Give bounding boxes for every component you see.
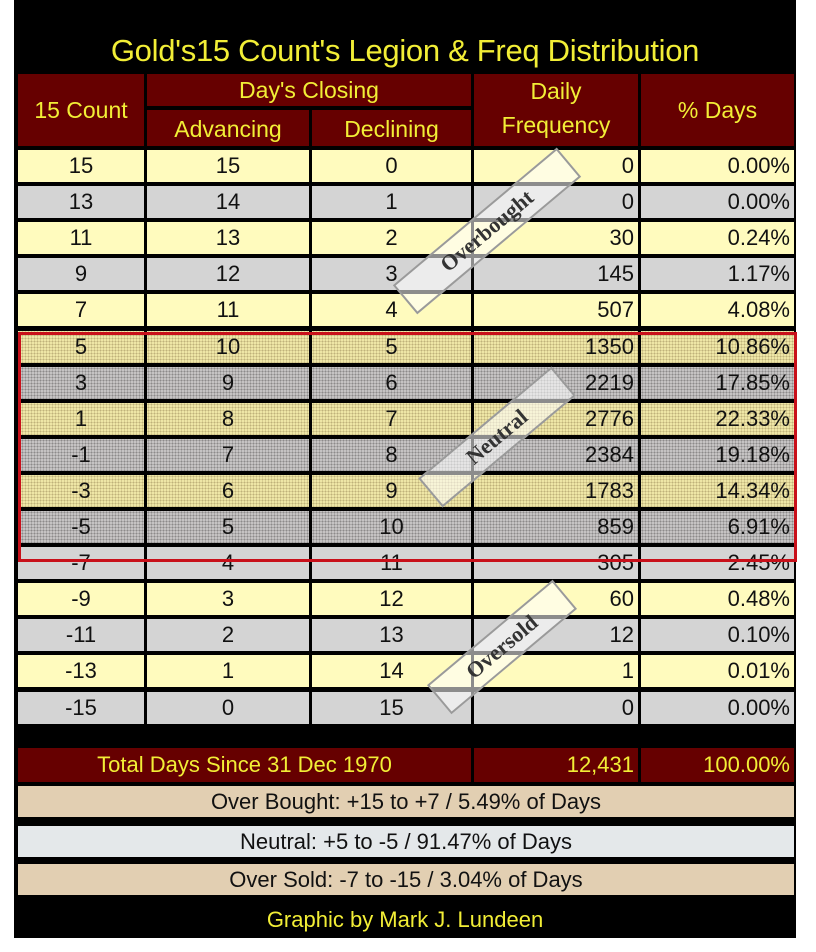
- cell-pct: 0.00%: [641, 150, 794, 182]
- cell-pct: 0.00%: [641, 692, 794, 724]
- cell-pct: 2.45%: [641, 547, 794, 579]
- cell-count: 9: [18, 258, 144, 290]
- cell-freq: 1350: [474, 331, 638, 363]
- header-count: 15 Count: [18, 74, 144, 146]
- cell-pct: 10.86%: [641, 331, 794, 363]
- cell-pct: 1.17%: [641, 258, 794, 290]
- total-frequency: 12,431: [474, 748, 638, 782]
- cell-freq: 305: [474, 547, 638, 579]
- cell-pct: 19.18%: [641, 439, 794, 471]
- cell-count: -15: [18, 692, 144, 724]
- cell-freq: 507: [474, 294, 638, 326]
- cell-count: 1: [18, 403, 144, 435]
- cell-adv: 11: [147, 294, 309, 326]
- cell-dec: 6: [312, 367, 471, 399]
- summary-oversold: Over Sold: -7 to -15 / 3.04% of Days: [18, 864, 794, 895]
- cell-freq: 859: [474, 511, 638, 543]
- table-row: 13 14 1 0 0.00%: [18, 186, 794, 218]
- cell-pct: 0.10%: [641, 619, 794, 651]
- summary-neutral: Neutral: +5 to -5 / 91.47% of Days: [18, 826, 794, 857]
- table-title: Gold's15 Count's Legion & Freq Distribut…: [110, 33, 700, 68]
- table-row: -1 7 8 2384 19.18%: [18, 439, 794, 471]
- table-row: 11 13 2 30 0.24%: [18, 222, 794, 254]
- cell-adv: 6: [147, 475, 309, 507]
- table-row: -3 6 9 1783 14.34%: [18, 475, 794, 507]
- cell-pct: 6.91%: [641, 511, 794, 543]
- cell-count: -7: [18, 547, 144, 579]
- cell-dec: 0: [312, 150, 471, 182]
- header-pct-days: % Days: [641, 74, 794, 146]
- cell-dec: 7: [312, 403, 471, 435]
- cell-dec: 4: [312, 294, 471, 326]
- table-row: 5 10 5 1350 10.86%: [18, 331, 794, 363]
- table-row: -7 4 11 305 2.45%: [18, 547, 794, 579]
- cell-dec: 13: [312, 619, 471, 651]
- table-row: 7 11 4 507 4.08%: [18, 294, 794, 326]
- cell-dec: 10: [312, 511, 471, 543]
- cell-dec: 5: [312, 331, 471, 363]
- cell-freq: 145: [474, 258, 638, 290]
- cell-adv: 8: [147, 403, 309, 435]
- table-row: 1 8 7 2776 22.33%: [18, 403, 794, 435]
- cell-adv: 5: [147, 511, 309, 543]
- cell-pct: 17.85%: [641, 367, 794, 399]
- cell-adv: 7: [147, 439, 309, 471]
- cell-adv: 13: [147, 222, 309, 254]
- cell-pct: 0.01%: [641, 655, 794, 687]
- header-daily: Daily: [530, 78, 582, 104]
- cell-dec: 11: [312, 547, 471, 579]
- header-declining: Declining: [312, 110, 471, 146]
- cell-adv: 2: [147, 619, 309, 651]
- cell-count: 11: [18, 222, 144, 254]
- table-row: -15 0 15 0 0.00%: [18, 692, 794, 724]
- table-row: -13 1 14 1 0.01%: [18, 655, 794, 687]
- cell-adv: 3: [147, 583, 309, 615]
- cell-adv: 1: [147, 655, 309, 687]
- cell-count: -5: [18, 511, 144, 543]
- summary-overbought: Over Bought: +15 to +7 / 5.49% of Days: [18, 786, 794, 817]
- cell-count: -1: [18, 439, 144, 471]
- cell-count: 5: [18, 331, 144, 363]
- cell-pct: 0.48%: [641, 583, 794, 615]
- cell-count: 7: [18, 294, 144, 326]
- table-row: -9 3 12 60 0.48%: [18, 583, 794, 615]
- cell-adv: 14: [147, 186, 309, 218]
- total-label: Total Days Since 31 Dec 1970: [18, 748, 471, 782]
- cell-count: -9: [18, 583, 144, 615]
- table-row: 15 15 0 0 0.00%: [18, 150, 794, 182]
- cell-count: 13: [18, 186, 144, 218]
- cell-pct: 22.33%: [641, 403, 794, 435]
- total-row: Total Days Since 31 Dec 1970 12,431 100.…: [18, 748, 794, 782]
- cell-adv: 9: [147, 367, 309, 399]
- cell-pct: 14.34%: [641, 475, 794, 507]
- cell-pct: 4.08%: [641, 294, 794, 326]
- header-advancing: Advancing: [147, 110, 309, 146]
- credit-line: Graphic by Mark J. Lundeen: [266, 907, 544, 932]
- cell-freq: 0: [474, 692, 638, 724]
- cell-count: -3: [18, 475, 144, 507]
- total-pct: 100.00%: [641, 748, 794, 782]
- table-row: 3 9 6 2219 17.85%: [18, 367, 794, 399]
- cell-count: -13: [18, 655, 144, 687]
- cell-count: 15: [18, 150, 144, 182]
- cell-freq: 1783: [474, 475, 638, 507]
- table-row: -11 2 13 12 0.10%: [18, 619, 794, 651]
- header-divider: [147, 106, 471, 108]
- cell-count: 3: [18, 367, 144, 399]
- cell-dec: 1: [312, 186, 471, 218]
- cell-adv: 0: [147, 692, 309, 724]
- cell-adv: 4: [147, 547, 309, 579]
- cell-count: -11: [18, 619, 144, 651]
- cell-adv: 12: [147, 258, 309, 290]
- cell-adv: 15: [147, 150, 309, 182]
- header-daily-frequency: Daily Frequency: [474, 74, 638, 146]
- table-row: -5 5 10 859 6.91%: [18, 511, 794, 543]
- cell-pct: 0.00%: [641, 186, 794, 218]
- header-days-closing: Day's Closing: [147, 74, 471, 106]
- cell-adv: 10: [147, 331, 309, 363]
- cell-dec: 12: [312, 583, 471, 615]
- header-frequency: Frequency: [501, 112, 611, 138]
- cell-pct: 0.24%: [641, 222, 794, 254]
